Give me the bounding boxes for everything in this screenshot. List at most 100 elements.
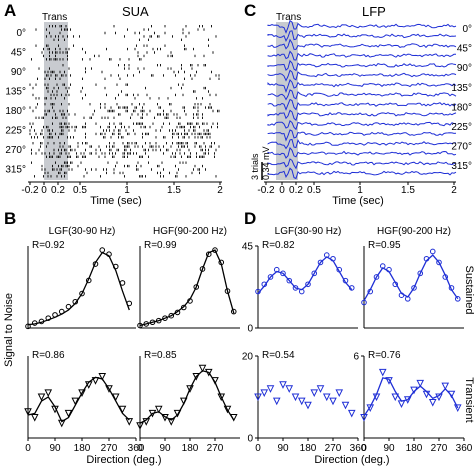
data-point (392, 281, 399, 288)
data-point (372, 393, 381, 402)
x-tick-label: 0.2 (51, 185, 65, 196)
x-tick-label: 1 (124, 185, 130, 196)
data-point (205, 251, 212, 257)
panel-a-sua: A SUA Trans 0° 45° 90° 135° 180° 225° 270° 315°… (4, 1, 223, 207)
x-tick-label: 0 (361, 443, 367, 454)
data-point (192, 373, 201, 381)
data-point (317, 259, 324, 266)
direction-label: 225° (451, 122, 472, 133)
data-point (310, 389, 319, 398)
subplot-title: LGF(30-90 Hz) (275, 226, 342, 237)
data-point (336, 266, 343, 273)
data-point (323, 252, 330, 258)
spike-ticks (29, 25, 220, 178)
data-point (52, 312, 58, 318)
data-point (348, 285, 355, 291)
data-point (291, 393, 300, 402)
x-tick-label: 2 (451, 185, 457, 196)
x-tick-label: 270 (325, 443, 342, 454)
lfp-traces (267, 19, 457, 180)
data-point (286, 277, 293, 284)
panel-c-title: LFP (362, 4, 386, 19)
subplot-title: LGF(30-90 Hz) (49, 226, 116, 237)
data-point (436, 259, 442, 266)
x-tick-label: 90 (159, 443, 171, 454)
panel-a-x-ticks: -0.2 0 0.2 0.5 1 1.5 2 (21, 182, 223, 196)
subplot-D-transient-HGF: R=0.76 6 0 90 180 270 360 (353, 350, 472, 454)
data-point (126, 300, 133, 307)
data-point (330, 255, 336, 262)
data-point (361, 299, 367, 306)
x-tick-label: 0 (279, 185, 285, 196)
lfp-trace (267, 98, 457, 111)
data-point (311, 270, 318, 277)
fit-curve (363, 377, 459, 417)
fit-curve (139, 370, 235, 424)
data-point (25, 323, 31, 330)
data-point (179, 397, 188, 406)
data-point (454, 296, 461, 302)
data-point (347, 409, 356, 418)
panel-b-xlabel: Direction (deg.) (86, 454, 161, 466)
r-annotation: R=0.86 (32, 350, 65, 361)
x-tick-label: 270 (101, 443, 118, 454)
x-tick-label: 0 (137, 443, 143, 454)
subplot-title: HGF(90-200 Hz) (377, 226, 451, 237)
data-point (64, 409, 73, 418)
data-point (447, 390, 456, 399)
x-tick-label: 0.5 (307, 185, 321, 196)
data-point (155, 317, 162, 324)
panel-b-letter: B (4, 209, 16, 228)
lfp-trace (267, 158, 457, 170)
lfp-trace (267, 167, 457, 180)
panel-b-ylabel: Signal to Noise (3, 293, 15, 367)
x-tick-label: 180 (182, 443, 199, 454)
data-point (119, 280, 126, 286)
r-annotation: R=0.85 (144, 350, 177, 361)
data-point (260, 389, 269, 398)
lfp-trace (267, 69, 457, 82)
direction-label: 90° (457, 63, 472, 74)
data-point (442, 274, 449, 280)
x-tick-label: 0 (41, 185, 47, 196)
data-point (199, 266, 206, 272)
data-point (111, 393, 120, 402)
r-annotation: R=0.76 (368, 350, 401, 361)
direction-label: 315° (451, 161, 472, 172)
lfp-trace (267, 30, 457, 42)
data-point (79, 290, 85, 297)
data-point (261, 281, 268, 288)
data-point (435, 393, 443, 402)
panel-c-scale-trials: 3 trials (250, 153, 260, 180)
data-point (329, 397, 337, 406)
panel-a-direction-labels: 0° 45° 90° 135° 180° 225° 270° 315° (5, 28, 26, 176)
data-point (78, 389, 86, 398)
r-annotation: R=0.95 (368, 240, 401, 251)
panel-a-xlabel: Time (sec) (90, 195, 142, 207)
subplot-B-sustained-HGF: HGF(90-200 Hz) R=0.99 (137, 226, 240, 329)
r-annotation: R=0.82 (262, 240, 295, 251)
data-point (92, 261, 99, 267)
data-point (223, 405, 232, 414)
data-point (279, 381, 287, 389)
data-point (254, 393, 262, 402)
direction-label: 0° (462, 24, 472, 35)
x-tick-label: 1 (357, 185, 363, 196)
data-point (71, 397, 80, 406)
data-point (58, 308, 65, 315)
data-point (429, 248, 436, 255)
x-tick-label: 90 (49, 443, 61, 454)
r-annotation: R=0.54 (262, 350, 295, 361)
x-tick-label: 0.2 (289, 185, 303, 196)
data-point (385, 377, 393, 385)
data-point (428, 398, 437, 407)
data-point (45, 315, 52, 321)
data-point (168, 312, 175, 319)
data-point (280, 270, 286, 277)
data-point (218, 259, 225, 266)
direction-label: 180° (5, 106, 26, 117)
fit-curve (27, 376, 130, 423)
data-point (180, 304, 187, 311)
data-point (193, 284, 200, 290)
